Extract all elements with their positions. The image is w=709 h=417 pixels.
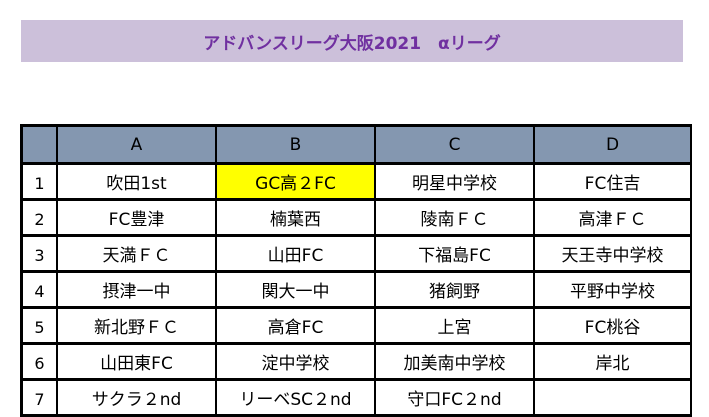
column-header-b: B bbox=[215, 124, 376, 165]
team-cell: 摂津一中 bbox=[56, 270, 217, 309]
table-row: 7 サクラ２nd リーベSC２nd 守口FC２nd bbox=[20, 378, 692, 417]
page-title: アドバンスリーグ大阪2021 αリーグ bbox=[21, 20, 683, 62]
column-header-a: A bbox=[56, 124, 217, 165]
row-number: 1 bbox=[20, 162, 58, 201]
team-cell: 天王寺中学校 bbox=[533, 234, 692, 273]
team-cell: FC桃谷 bbox=[533, 306, 692, 345]
team-cell: 関大一中 bbox=[215, 270, 376, 309]
league-table: A B C D 1 吹田1st GC高２FC 明星中学校 FC住吉 2 FC豊津 楠葉西 陵南Ｆ… bbox=[20, 124, 692, 417]
team-cell bbox=[533, 378, 692, 417]
team-cell: 猪飼野 bbox=[374, 270, 535, 309]
header-row: A B C D bbox=[20, 124, 692, 165]
corner-cell bbox=[20, 124, 58, 165]
table-row: 3 天満ＦＣ 山田FC 下福島FC 天王寺中学校 bbox=[20, 234, 692, 273]
team-cell: 高津ＦＣ bbox=[533, 198, 692, 237]
row-number: 2 bbox=[20, 198, 58, 237]
row-number: 4 bbox=[20, 270, 58, 309]
team-cell: 守口FC２nd bbox=[374, 378, 535, 417]
team-cell: 岸北 bbox=[533, 342, 692, 381]
column-header-c: C bbox=[374, 124, 535, 165]
team-cell: 陵南ＦＣ bbox=[374, 198, 535, 237]
team-cell: 下福島FC bbox=[374, 234, 535, 273]
team-cell: 淀中学校 bbox=[215, 342, 376, 381]
team-cell: 山田FC bbox=[215, 234, 376, 273]
team-cell: 吹田1st bbox=[56, 162, 217, 201]
team-cell: リーベSC２nd bbox=[215, 378, 376, 417]
row-number: 7 bbox=[20, 378, 58, 417]
table-row: 4 摂津一中 関大一中 猪飼野 平野中学校 bbox=[20, 270, 692, 309]
team-cell: 楠葉西 bbox=[215, 198, 376, 237]
table-row: 1 吹田1st GC高２FC 明星中学校 FC住吉 bbox=[20, 162, 692, 201]
team-cell: 山田東FC bbox=[56, 342, 217, 381]
table-row: 2 FC豊津 楠葉西 陵南ＦＣ 高津ＦＣ bbox=[20, 198, 692, 237]
team-cell: FC住吉 bbox=[533, 162, 692, 201]
row-number: 6 bbox=[20, 342, 58, 381]
team-cell: サクラ２nd bbox=[56, 378, 217, 417]
team-cell: 平野中学校 bbox=[533, 270, 692, 309]
table-row: 6 山田東FC 淀中学校 加美南中学校 岸北 bbox=[20, 342, 692, 381]
column-header-d: D bbox=[533, 124, 692, 165]
team-cell: 天満ＦＣ bbox=[56, 234, 217, 273]
row-number: 3 bbox=[20, 234, 58, 273]
team-cell: 高倉FC bbox=[215, 306, 376, 345]
team-cell: 新北野ＦＣ bbox=[56, 306, 217, 345]
team-cell: 加美南中学校 bbox=[374, 342, 535, 381]
table-row: 5 新北野ＦＣ 高倉FC 上宮 FC桃谷 bbox=[20, 306, 692, 345]
row-number: 5 bbox=[20, 306, 58, 345]
team-cell: GC高２FC bbox=[215, 162, 376, 201]
team-cell: 上宮 bbox=[374, 306, 535, 345]
team-cell: 明星中学校 bbox=[374, 162, 535, 201]
team-cell: FC豊津 bbox=[56, 198, 217, 237]
